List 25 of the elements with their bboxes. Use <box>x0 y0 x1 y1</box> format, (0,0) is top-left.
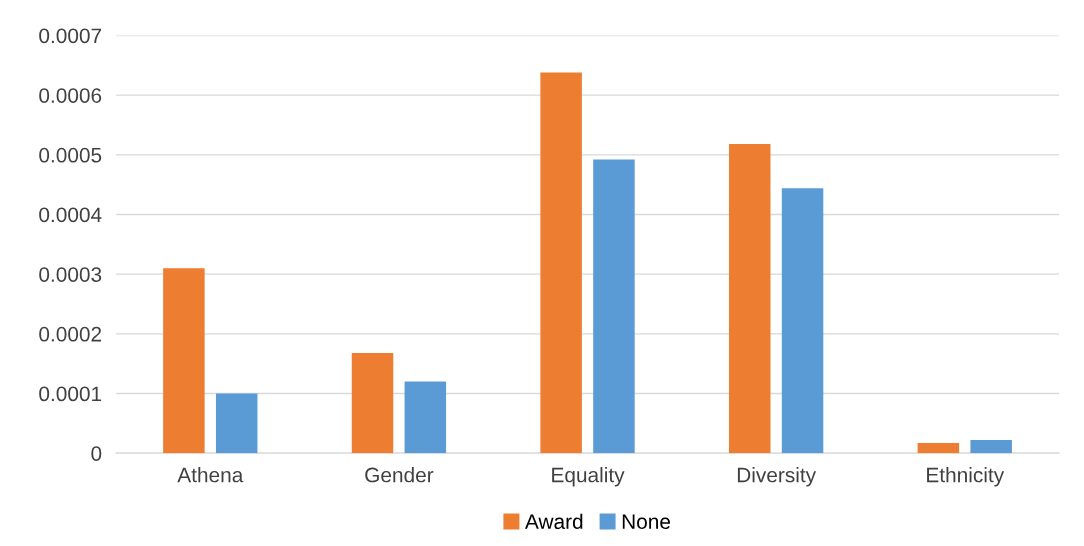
y-tick-label: 0.0007 <box>39 28 102 44</box>
x-tick-label: Gender <box>365 467 434 483</box>
y-tick-label: 0.0001 <box>39 386 102 402</box>
bar <box>163 268 205 454</box>
bar <box>593 159 635 454</box>
y-tick-label: 0.0002 <box>39 326 102 342</box>
bar <box>970 440 1012 454</box>
legend-label: None <box>622 514 671 529</box>
bar <box>781 188 824 454</box>
x-tick-label: Equality <box>552 467 625 487</box>
bar <box>540 72 582 454</box>
y-tick-label: 0.0005 <box>39 147 102 163</box>
x-tick-label: Diversity <box>737 467 817 487</box>
bar <box>917 443 960 454</box>
bar <box>215 393 258 454</box>
y-tick-label: 0.0003 <box>39 267 102 282</box>
y-tick-label: 0.0004 <box>39 207 102 223</box>
bar <box>728 144 771 454</box>
bar <box>351 352 394 454</box>
y-tick-label: 0.0006 <box>39 88 102 103</box>
legend-label: Award <box>524 513 583 529</box>
x-tick-label: Ethnicity <box>927 467 1005 487</box>
bar <box>404 381 447 454</box>
y-tick-label: 0 <box>91 446 102 461</box>
x-tick-label: Athena <box>177 467 244 483</box>
